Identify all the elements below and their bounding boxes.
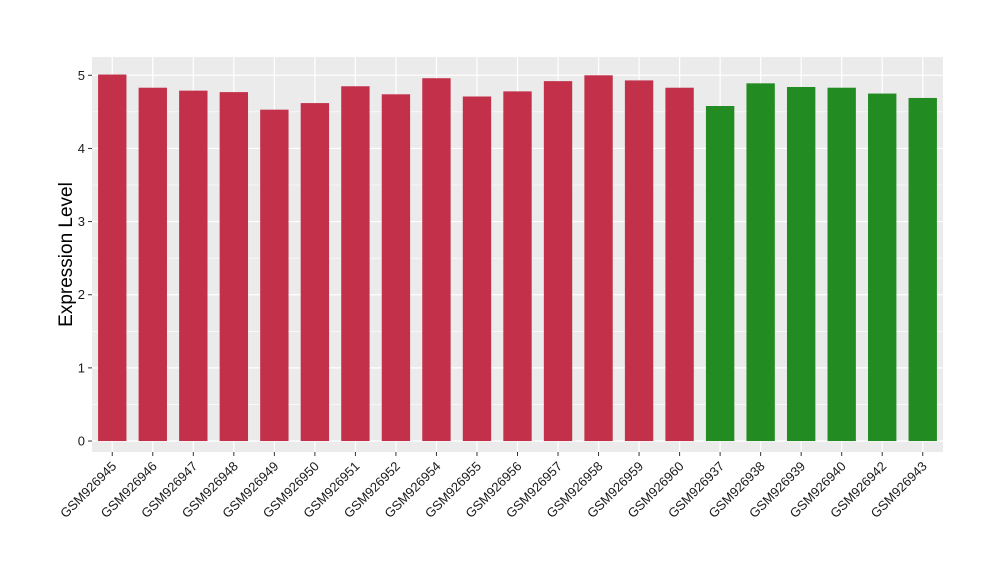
y-axis-title: Expression Level [56,182,77,327]
bar-GSM926955 [462,96,492,442]
bar-GSM926950 [300,103,330,442]
bar-GSM926940 [827,87,856,442]
bar-GSM926937 [705,106,735,442]
y-tick-label: 0 [78,434,85,449]
bar-GSM926958 [584,75,613,442]
bar-GSM926948 [219,92,249,442]
y-tick-label: 1 [78,360,85,375]
bar-GSM926959 [624,80,654,442]
bar-GSM926952 [381,94,411,442]
bar-GSM926945 [98,74,127,442]
bar-GSM926946 [138,87,167,442]
y-tick-label: 2 [78,287,85,302]
bar-GSM926954 [422,78,451,442]
x-axis: GSM926945GSM926946GSM926947GSM926948GSM9… [57,452,930,521]
bar-GSM926947 [179,90,208,442]
bar-GSM926960 [665,87,694,442]
bar-GSM926956 [503,91,532,442]
bars [98,74,937,442]
bar-GSM926943 [908,97,937,442]
y-axis: 0 1 2 3 4 5 [78,68,92,449]
bar-GSM926939 [786,86,816,442]
bar-GSM926951 [341,86,370,442]
bar-GSM926938 [746,83,775,442]
bar-GSM926957 [543,81,573,442]
bar-GSM926942 [868,93,897,442]
y-tick-label: 5 [78,68,85,83]
y-tick-label: 3 [78,214,85,229]
y-tick-label: 4 [78,141,85,156]
bar-GSM926949 [260,109,289,442]
